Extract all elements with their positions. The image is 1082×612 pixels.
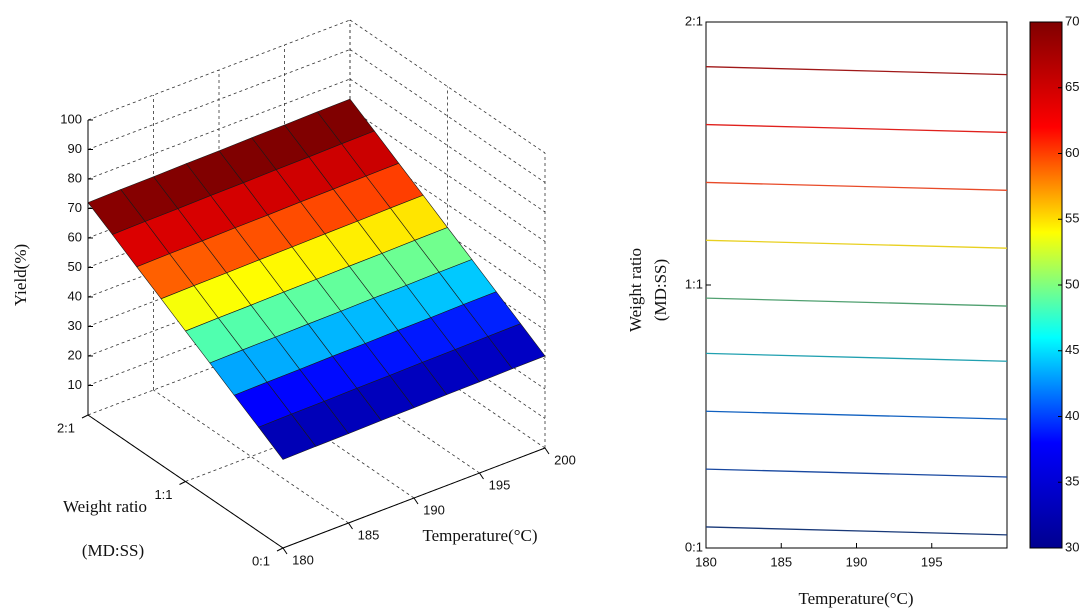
colorbar-tick-label: 45: [1065, 342, 1079, 357]
x-tick: [413, 497, 419, 505]
y-axis-label: Weight ratio: [626, 248, 645, 332]
y-axis-label: (MD:SS): [82, 541, 144, 560]
x-tick-label: 185: [358, 527, 380, 542]
x-tick-label: 200: [554, 452, 576, 467]
x-tick: [282, 547, 288, 555]
z-tick-label: 60: [68, 229, 82, 244]
x-axis-label: Temperature(°C): [798, 589, 913, 608]
z-tick-label: 20: [68, 347, 82, 362]
y-axis-label: (MD:SS): [651, 259, 670, 321]
y-tick: [81, 414, 89, 419]
y-tick-label: 0:1: [252, 553, 270, 568]
colorbar-tick-label: 70: [1065, 13, 1079, 28]
colorbar-tick-label: 50: [1065, 276, 1079, 291]
colorbar-tick-label: 40: [1065, 408, 1079, 423]
x-tick-label: 190: [423, 502, 445, 517]
colorbar-tick-label: 30: [1065, 539, 1079, 554]
contour-line: [705, 123, 1008, 134]
z-tick-label: 70: [68, 200, 82, 215]
contour-line: [705, 468, 1008, 478]
z-tick-label: 80: [68, 170, 82, 185]
y-tick: [276, 547, 284, 552]
z-tick-label: 50: [68, 259, 82, 274]
x-tick: [544, 447, 550, 455]
contour-line: [705, 297, 1008, 307]
grid-line: [87, 49, 351, 150]
x-axis-label: Temperature(°C): [422, 526, 537, 545]
z-tick-label: 10: [68, 377, 82, 392]
y-tick-label: 2:1: [685, 13, 703, 28]
x-tick-label: 190: [846, 554, 868, 569]
z-axis-label: Yield(%): [11, 244, 30, 306]
plot-area: [705, 21, 1008, 549]
x-tick: [348, 522, 353, 530]
colorbar-tick-label: 60: [1065, 145, 1079, 160]
x-tick-label: 195: [489, 477, 511, 492]
colorbar-tick-label: 65: [1065, 79, 1079, 94]
x-tick-label: 180: [695, 554, 717, 569]
y-axis-label: Weight ratio: [63, 497, 147, 516]
y-tick-label: 0:1: [685, 539, 703, 554]
contour-line: [705, 181, 1008, 191]
surface-patch: [258, 413, 317, 460]
z-tick-label: 30: [68, 318, 82, 333]
x-tick-label: 180: [292, 552, 314, 567]
z-tick-label: 90: [68, 141, 82, 156]
contour-line: [705, 352, 1008, 362]
grid-line: [87, 19, 351, 121]
y-tick: [179, 481, 186, 485]
contour-line: [705, 66, 1008, 76]
contour-line: [705, 526, 1008, 536]
y-tick-label: 2:1: [57, 420, 75, 435]
colorbar-tick-label: 35: [1065, 474, 1079, 489]
colorbar-tick-label: 55: [1065, 211, 1079, 226]
grid-line: [87, 78, 351, 180]
y-tick-label: 1:1: [154, 487, 172, 502]
colorbar: [1029, 21, 1063, 549]
contour-line: [705, 239, 1008, 249]
z-tick-label: 40: [68, 288, 82, 303]
x-tick-label: 185: [770, 554, 792, 569]
x-tick: [479, 472, 484, 480]
y-tick-label: 1:1: [685, 276, 703, 291]
contour-line: [705, 410, 1008, 420]
x-tick-label: 195: [921, 554, 943, 569]
z-tick-label: 100: [60, 111, 82, 126]
